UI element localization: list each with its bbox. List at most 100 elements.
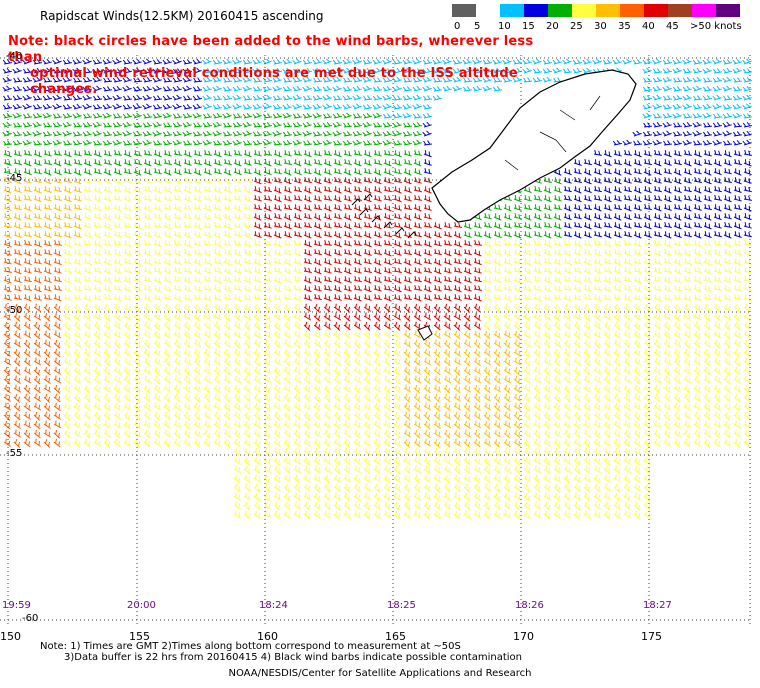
wind-barb xyxy=(403,122,413,128)
wind-barb xyxy=(83,420,92,429)
wind-barb xyxy=(113,68,122,74)
wind-barb xyxy=(23,168,32,176)
wind-barb xyxy=(143,312,151,322)
wind-barb xyxy=(633,375,641,385)
wind-barb xyxy=(633,411,641,421)
wind-barb xyxy=(43,213,52,221)
wind-barb xyxy=(233,168,242,176)
wind-barb xyxy=(283,258,292,266)
wind-barb xyxy=(453,456,461,466)
wind-barb xyxy=(243,321,251,331)
wind-barb xyxy=(493,348,501,358)
wind-barb xyxy=(23,258,32,266)
wind-barb xyxy=(463,248,472,256)
wind-barb xyxy=(263,474,271,484)
wind-barb xyxy=(633,285,642,293)
wind-barb xyxy=(443,303,451,313)
wind-barb xyxy=(263,429,271,439)
wind-barb xyxy=(513,402,522,411)
wind-barb xyxy=(573,240,582,248)
wind-barb xyxy=(253,168,262,176)
wind-barb xyxy=(13,357,21,367)
wind-barb xyxy=(53,330,62,339)
wind-barb xyxy=(313,456,321,466)
wind-barb xyxy=(33,95,43,101)
wind-barb xyxy=(282,67,292,74)
wind-barb xyxy=(83,312,91,322)
wind-barb xyxy=(553,411,561,421)
wind-barb xyxy=(83,213,92,221)
wind-barb xyxy=(23,429,31,439)
wind-barb xyxy=(182,104,192,110)
wind-barb xyxy=(743,411,751,420)
wind-barb xyxy=(463,312,471,322)
wind-barb xyxy=(173,222,182,229)
wind-barb xyxy=(123,95,133,101)
wind-barb xyxy=(362,59,372,65)
wind-barb xyxy=(583,213,592,221)
wind-barb xyxy=(383,375,392,384)
wind-barb xyxy=(123,168,132,175)
wind-barb xyxy=(413,420,422,429)
wind-barb xyxy=(403,330,411,339)
wind-barb xyxy=(603,447,612,456)
wind-barb xyxy=(243,150,252,158)
wind-barb xyxy=(133,258,142,266)
wind-barb xyxy=(613,465,621,474)
longitude-label: 170 xyxy=(513,630,534,643)
wind-barb xyxy=(512,76,522,83)
wind-barb xyxy=(32,85,42,92)
wind-barb xyxy=(543,339,551,349)
wind-barb xyxy=(233,492,241,502)
wind-barb xyxy=(463,240,472,247)
wind-barb xyxy=(23,366,31,375)
wind-barb xyxy=(353,366,361,375)
wind-barb xyxy=(253,402,261,412)
wind-barb xyxy=(213,195,222,203)
wind-barb xyxy=(443,429,451,439)
wind-barb xyxy=(92,121,102,128)
wind-barb xyxy=(553,330,561,339)
wind-barb xyxy=(223,248,232,256)
wind-barb xyxy=(473,501,481,510)
wind-barb xyxy=(133,312,141,322)
wind-barb xyxy=(283,456,291,466)
wind-barb xyxy=(253,186,262,193)
wind-barb xyxy=(23,348,31,358)
wind-barb xyxy=(203,303,211,313)
wind-barb xyxy=(283,465,291,474)
wind-barb xyxy=(383,438,391,448)
wind-barb xyxy=(633,483,641,492)
wind-barb xyxy=(163,177,172,185)
wind-barb xyxy=(243,303,251,312)
wind-barb xyxy=(313,240,322,247)
wind-barb xyxy=(313,276,322,283)
wind-barb xyxy=(503,230,512,238)
wind-barb xyxy=(543,384,551,394)
wind-barb xyxy=(403,285,412,292)
wind-barb xyxy=(663,240,672,248)
wind-barb xyxy=(253,150,262,157)
wind-barb xyxy=(453,348,461,357)
wind-barb xyxy=(293,294,302,302)
wind-barb xyxy=(193,186,202,193)
wind-barb xyxy=(363,266,372,274)
wind-barb xyxy=(203,185,212,193)
wind-barb xyxy=(243,330,251,340)
wind-barb xyxy=(633,249,642,256)
wind-barb xyxy=(183,411,191,421)
wind-barb xyxy=(3,249,12,256)
wind-barb xyxy=(683,194,692,201)
wind-barb xyxy=(533,366,541,375)
wind-barb xyxy=(163,231,172,238)
wind-barb xyxy=(483,330,491,340)
wind-barb xyxy=(523,483,531,493)
wind-barb xyxy=(333,474,341,484)
wind-barb xyxy=(233,68,242,74)
wind-barb xyxy=(613,393,621,403)
wind-barb xyxy=(93,276,102,284)
wind-barb xyxy=(623,366,631,375)
wind-barb xyxy=(633,294,642,301)
wind-barb xyxy=(233,303,241,313)
wind-barb xyxy=(533,303,541,313)
